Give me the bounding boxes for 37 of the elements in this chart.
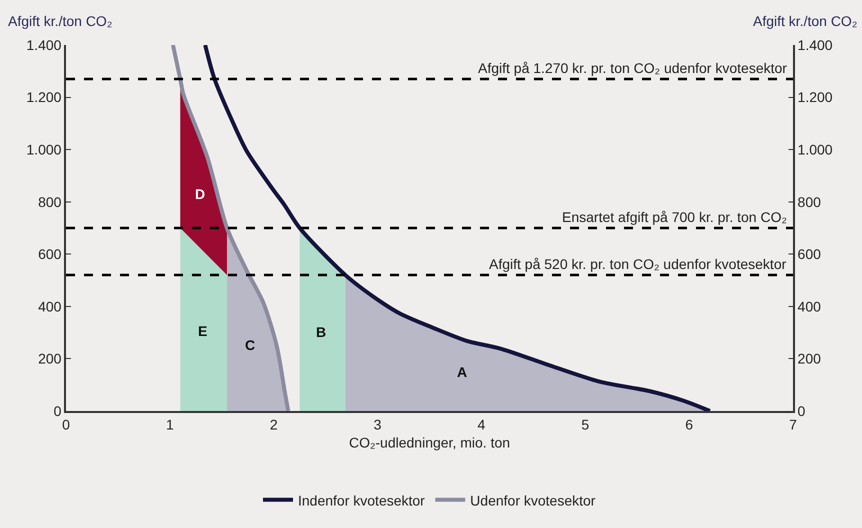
y2-tick-label: 200 <box>798 350 822 367</box>
series-label: C <box>245 337 256 353</box>
series-label: A <box>457 364 468 380</box>
y-tick-label: 0 <box>54 402 62 419</box>
y2-tick-label: 1.400 <box>798 36 833 53</box>
y2-tick-label: 800 <box>798 194 822 210</box>
y-tick-label: 1.400 <box>26 36 62 53</box>
y2-tick-label: 1.000 <box>798 141 833 158</box>
y2-axis-title: Afgift kr./ton CO₂ <box>753 13 858 29</box>
y-tick-label: 400 <box>38 298 62 314</box>
x-tick-label: 6 <box>685 416 694 433</box>
x-tick-label: 2 <box>270 416 278 433</box>
series-label: E <box>198 323 208 339</box>
y-tick-label: 800 <box>38 194 62 210</box>
series-label: D <box>195 186 206 202</box>
y2-tick-label: 1.200 <box>798 89 833 106</box>
line-series <box>170 45 290 411</box>
x-tick-label: 4 <box>478 416 486 433</box>
y-tick-label: 1.000 <box>26 141 62 158</box>
y2-tick-label: 600 <box>798 246 822 262</box>
x-tick-label: 5 <box>581 416 590 433</box>
x-tick-label: 1 <box>166 416 174 433</box>
y2-tick-label: 400 <box>798 298 822 314</box>
ref-line-label: Afgift på 520 kr. pr. ton CO₂ udenfor kvotesektor <box>489 256 787 272</box>
y-tick-label: 1.200 <box>26 89 62 106</box>
x-tick-label: 3 <box>374 416 382 433</box>
y-axis-title: Afgift kr./ton CO₂ <box>8 13 112 29</box>
x-tick-label: 7 <box>789 416 798 433</box>
legend-label: Indenfor kvotesektor <box>298 492 426 508</box>
y2-tick-label: 0 <box>798 402 806 419</box>
y-tick-label: 200 <box>38 350 62 367</box>
ref-line-label: Ensartet afgift på 700 kr. pr. ton CO₂ <box>562 209 787 225</box>
x-axis-title: CO₂-udledninger, mio. ton <box>348 434 510 450</box>
legend-label: Udenfor kvotesektor <box>470 492 596 508</box>
y-tick-label: 600 <box>38 246 62 262</box>
ref-line-label: Afgift på 1.270 kr. pr. ton CO₂ udenfor kvotesektor <box>478 60 788 76</box>
series-label: B <box>316 324 326 340</box>
